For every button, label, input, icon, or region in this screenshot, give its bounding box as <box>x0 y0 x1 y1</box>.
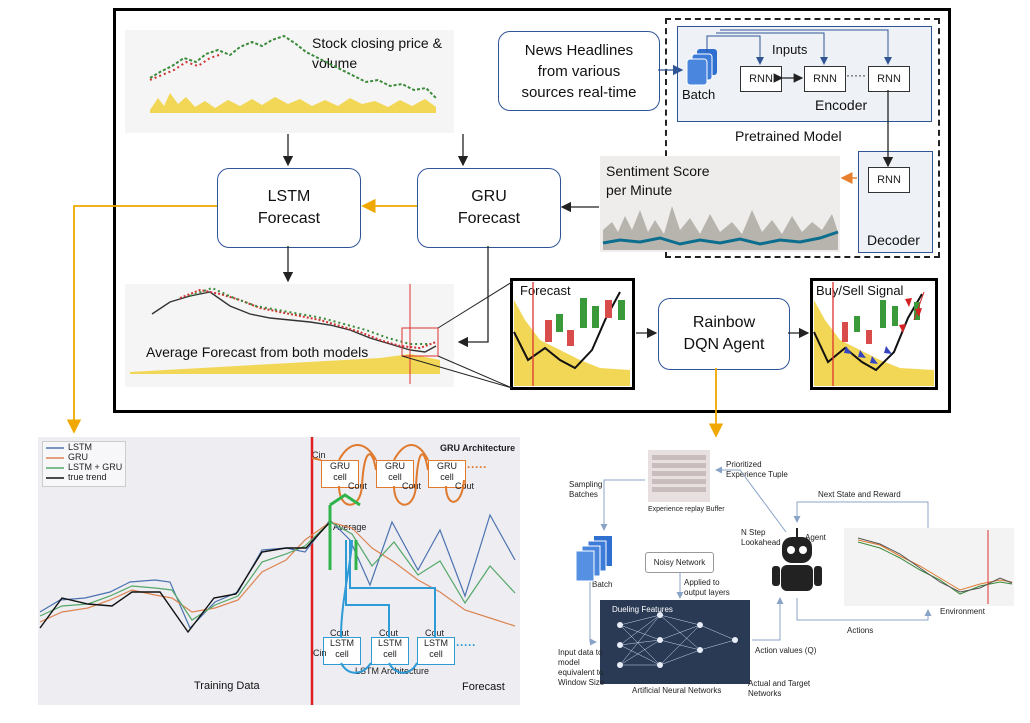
actual-target-label: Actual and Target Networks <box>748 679 811 698</box>
neural-network-panel <box>600 600 750 684</box>
environment-label: Environment <box>940 607 985 616</box>
input-data-label: Input data to model equivalent to Window… <box>558 648 605 687</box>
lstm-series-line <box>39 513 516 630</box>
comparison-lines <box>39 437 516 705</box>
actions-label: Actions <box>847 626 874 635</box>
signal-panel-chart <box>813 282 934 386</box>
gru-cell-3: GRU cell <box>428 460 466 488</box>
training-data-label: Training Data <box>194 680 260 692</box>
gru-cin: Cin <box>312 450 326 460</box>
legend-lstm-gru: LSTM + GRU <box>68 462 123 472</box>
decoder-label: Decoder <box>867 232 920 248</box>
batch-label-top: Batch <box>682 87 716 102</box>
gru-architecture-title: GRU Architecture <box>440 443 516 453</box>
lstm-cin: Cin <box>313 648 327 658</box>
batch-label-bottom: Batch <box>592 580 613 589</box>
batch-stack-bottom <box>575 536 612 582</box>
average-forecast-lines <box>130 284 440 384</box>
gru-dots: ····· <box>467 460 487 474</box>
forecast-region-label: Forecast <box>462 681 505 693</box>
replay-buffer-rows <box>652 455 706 492</box>
zoom-line-bottom <box>437 355 513 389</box>
true-trend-line <box>39 521 331 634</box>
lstm-cout-1: Cout <box>330 628 350 638</box>
gru-series-line <box>39 521 516 627</box>
robot-agent-icon <box>772 528 822 591</box>
stock-chart-title: Stock closing price & volume <box>312 35 442 71</box>
gru-cell-1: GRU cell <box>321 460 359 488</box>
pretrained-model-label: Pretrained Model <box>735 128 842 144</box>
rnn-cell-3: RNN <box>868 66 910 92</box>
encoder-white-cover <box>720 123 840 151</box>
lstm-wires <box>340 539 436 674</box>
ann-label: Artificial Neural Networks <box>632 686 722 695</box>
forecast-panel-chart <box>513 282 630 386</box>
average-forecast-label: Average Forecast from both models <box>146 344 369 360</box>
encoder-label: Encoder <box>815 97 868 113</box>
rainbow-dqn-box[interactable]: Rainbow DQN Agent <box>658 298 790 370</box>
bottom-right-arrows <box>589 466 932 646</box>
gru-cout-1: Cout <box>348 481 368 491</box>
zoom-line-top <box>437 281 513 329</box>
stock-price-chart <box>125 30 454 133</box>
lstm-dots: ····· <box>456 638 476 652</box>
agent-label: Agent <box>805 533 826 542</box>
prioritized-label: Prioritized Experience Tuple <box>726 460 788 479</box>
action-values-label: Action values (Q) <box>755 646 817 655</box>
gru-cell-2: GRU cell <box>376 460 414 488</box>
main-pipeline-frame <box>113 8 951 413</box>
lstm-architecture-title: LSTM Architecture <box>355 666 430 676</box>
buy-sell-signal-label: Buy/Sell Signal <box>816 283 904 298</box>
gru-wires <box>311 444 465 506</box>
sentiment-label: Sentiment Score per Minute <box>606 163 710 198</box>
neural-network-lines <box>619 614 736 666</box>
batch-stack-icon <box>686 49 717 86</box>
legend-lstm: LSTM <box>68 442 93 452</box>
pretrained-model-dashed <box>665 18 940 258</box>
gru-forecast-box[interactable]: GRU Forecast <box>417 168 561 248</box>
applied-label: Applied to output layers <box>684 578 730 597</box>
gru-cout-3: Cout <box>455 481 475 491</box>
news-headlines-box[interactable]: News Headlines from various sources real… <box>498 31 660 111</box>
average-connectors <box>328 493 361 570</box>
rnn-ellipsis: ····· <box>846 68 866 82</box>
lstm-forecast-box[interactable]: LSTM Forecast <box>217 168 361 248</box>
environment-chart <box>844 528 1014 606</box>
legend-true-trend: true trend <box>68 472 107 482</box>
nn-nodes <box>617 612 738 668</box>
rnn-cell-2: RNN <box>804 66 846 92</box>
environment-lines <box>857 530 1013 604</box>
replay-buffer-caption: Experience replay Buffer <box>648 506 725 513</box>
sentiment-wave <box>602 206 839 250</box>
next-state-label: Next State and Reward <box>818 490 901 499</box>
legend-gru: GRU <box>68 452 88 462</box>
sampling-label: Sampling Batches <box>569 480 603 499</box>
stock-volume-area <box>149 34 437 113</box>
lstm-cell-1: LSTM cell <box>323 637 361 665</box>
dueling-features-label: Dueling Features <box>612 605 673 614</box>
gru-cout-2: Cout <box>402 481 422 491</box>
combined-series-line <box>39 521 516 621</box>
nstep-label: N Step Lookahead <box>741 528 781 547</box>
lstm-cell-3: LSTM cell <box>417 637 455 665</box>
decoder-rnn-cell: RNN <box>868 167 910 193</box>
inputs-label: Inputs <box>772 42 808 57</box>
lstm-to-chart-arrow <box>66 205 217 434</box>
